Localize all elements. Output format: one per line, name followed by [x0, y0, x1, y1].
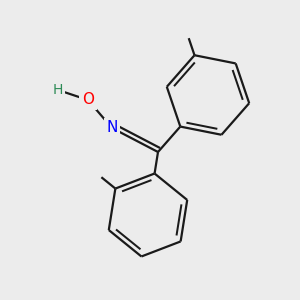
Text: O: O — [82, 92, 94, 107]
Text: N: N — [106, 121, 118, 136]
Text: H: H — [53, 83, 63, 97]
